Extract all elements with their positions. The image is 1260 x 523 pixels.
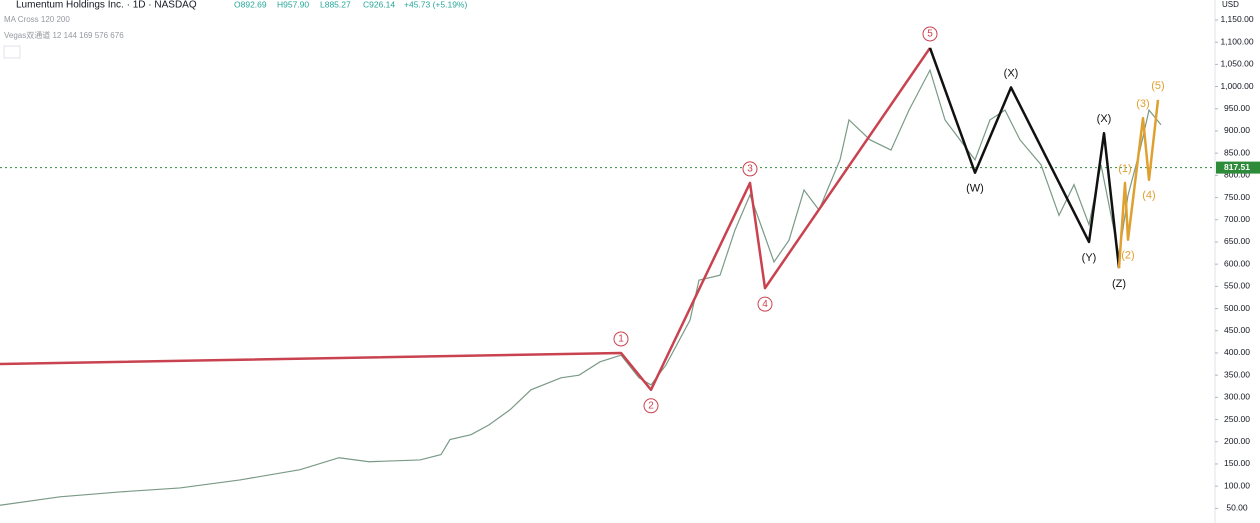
y-tick-label: 550.00: [1224, 281, 1250, 291]
price-tag: [1216, 161, 1260, 174]
wave-label: 2: [648, 400, 654, 411]
y-tick-label: 100.00: [1224, 480, 1250, 490]
wave-label: (4): [1142, 190, 1155, 202]
y-tick-label: 350.00: [1224, 369, 1250, 379]
y-tick-label: 750.00: [1224, 192, 1250, 202]
y-tick-label: 650.00: [1224, 236, 1250, 246]
collapse-button[interactable]: [3, 45, 21, 59]
wave-line: [1117, 99, 1160, 269]
wave-label: (X): [1097, 113, 1112, 125]
y-tick-label: 450.00: [1224, 325, 1250, 335]
y-tick-label: 600.00: [1224, 258, 1250, 268]
y-tick-label: 800.00: [1224, 170, 1250, 180]
wave-label-circle: [643, 398, 659, 414]
indicator[interactable]: Vegas双通道 12 144 169 576 676: [4, 30, 124, 40]
y-tick-label: 200.00: [1224, 436, 1250, 446]
wave-label: 5: [927, 29, 933, 40]
y-tick-label: 500.00: [1224, 303, 1250, 313]
ohlc-open: O892.69: [234, 0, 267, 9]
wave-label-circle: [613, 331, 629, 347]
y-tick-label: 150.00: [1224, 458, 1250, 468]
y-tick-label: 1,050.00: [1220, 59, 1253, 69]
wave-label: 1: [618, 334, 624, 345]
currency: USD: [1222, 0, 1239, 9]
wave-label: (2): [1121, 250, 1134, 262]
wave-label: (1): [1118, 163, 1131, 175]
ohlc-close: C926.14: [363, 0, 395, 9]
wave-line: [0, 47, 932, 392]
ohlc-low: L885.27: [320, 0, 351, 9]
y-tick-label: 1,150.00: [1220, 14, 1253, 24]
wave-label: (Z): [1112, 278, 1126, 290]
wave-label-circle: [922, 26, 938, 42]
wave-label: (W): [966, 183, 984, 195]
wave-label: (Y): [1082, 252, 1097, 264]
y-tick-label: 300.00: [1224, 392, 1250, 402]
y-tick-label: 850.00: [1224, 147, 1250, 157]
wave-label-circle: [742, 161, 758, 177]
y-tick-label: 900.00: [1224, 125, 1250, 135]
price-tag-label: 817.51: [1224, 162, 1250, 172]
y-tick-label: 250.00: [1224, 414, 1250, 424]
wave-label: 4: [762, 299, 768, 310]
wave-label: (3): [1136, 98, 1149, 110]
y-tick-label: 700.00: [1224, 214, 1250, 224]
symbol: Lumentum Holdings Inc. · 1D · NASDAQ: [16, 0, 197, 11]
wave-label: 3: [747, 164, 753, 175]
wave-label: (X): [1004, 67, 1019, 79]
ohlc-high: H957.90: [277, 0, 309, 9]
y-tick-label: 950.00: [1224, 103, 1250, 113]
wave-line: [928, 47, 1121, 269]
y-tick-label: 400.00: [1224, 347, 1250, 357]
y-tick-label: 50.00: [1226, 503, 1248, 513]
y-tick-label: 1,100.00: [1220, 36, 1253, 46]
ohlc-change: +45.73 (+5.19%): [404, 0, 467, 9]
wave-label-circle: [757, 296, 773, 312]
wave-label: (5): [1151, 80, 1164, 92]
indicator[interactable]: MA Cross 120 200: [4, 15, 70, 24]
y-tick-label: 1,000.00: [1220, 81, 1253, 91]
